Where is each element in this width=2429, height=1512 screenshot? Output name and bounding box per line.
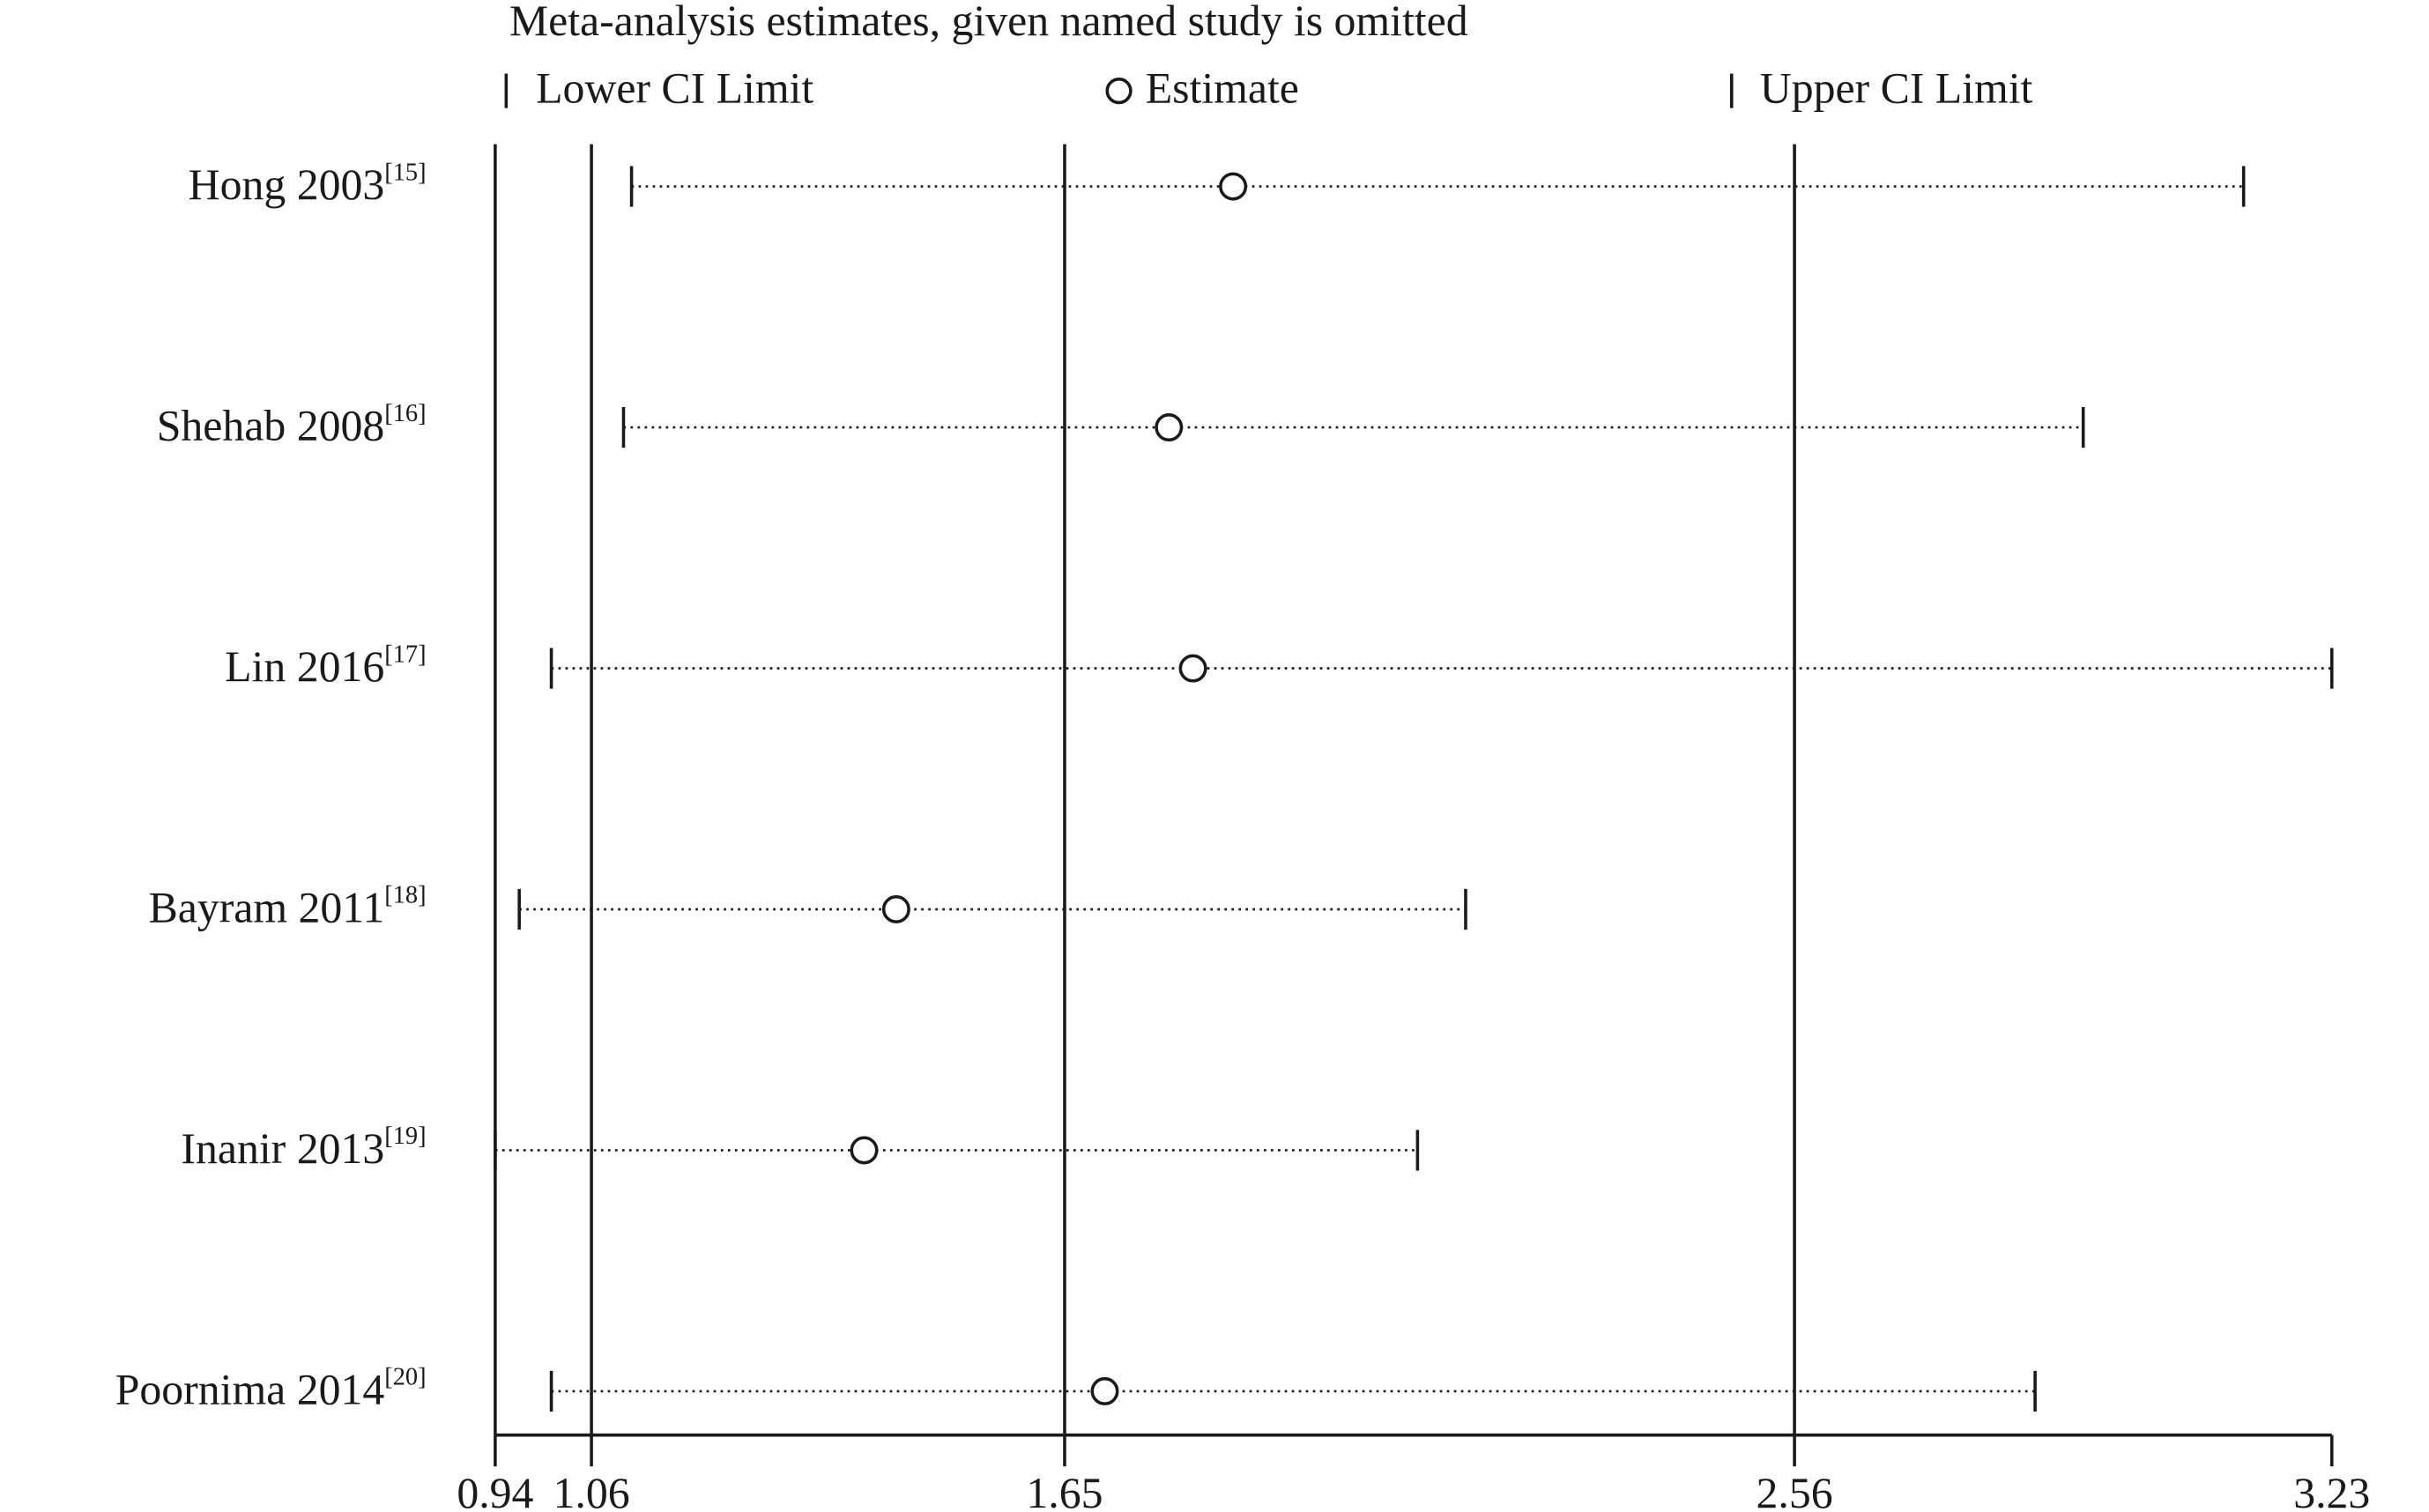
x-tick-label: 2.56	[1757, 1469, 1833, 1512]
estimate	[1219, 172, 1248, 201]
estimate	[1155, 413, 1184, 442]
study-name: Inanir 2013	[181, 1124, 384, 1173]
legend-label: Estimate	[1146, 63, 1299, 112]
study-reference: [20]	[384, 1363, 426, 1390]
x-tick-label: 3.23	[2293, 1469, 2370, 1512]
study-label: Inanir 2013[19]	[181, 1123, 426, 1174]
study-label: Hong 2003[15]	[189, 159, 427, 210]
estimate	[1090, 1376, 1119, 1405]
legend-label: Lower CI Limit	[536, 63, 813, 112]
study-label: Bayram 2011[18]	[149, 881, 427, 932]
study-reference: [18]	[384, 881, 426, 908]
study-label: Shehab 2008[16]	[157, 399, 427, 450]
legend-estimate-marker	[1105, 78, 1133, 105]
study-reference: [17]	[384, 641, 426, 668]
study-label: Lin 2016[17]	[225, 641, 426, 692]
study-name: Lin 2016	[225, 642, 384, 691]
legend-label: Upper CI Limit	[1760, 63, 2033, 112]
study-name: Bayram 2011	[149, 884, 385, 932]
estimate	[881, 894, 910, 923]
study-name: Shehab 2008	[157, 402, 384, 450]
x-tick-label: 0.94	[457, 1469, 533, 1512]
study-label: Poornima 2014[20]	[115, 1363, 427, 1414]
x-tick-label: 1.06	[553, 1469, 630, 1512]
estimate	[1178, 654, 1207, 683]
study-reference: [19]	[384, 1123, 426, 1150]
study-reference: [15]	[384, 159, 426, 186]
x-tick-label: 1.65	[1026, 1469, 1103, 1512]
chart-title: Meta-analysis estimates, given named stu…	[509, 0, 1468, 45]
study-name: Hong 2003	[189, 161, 385, 210]
study-name: Poornima 2014	[115, 1366, 385, 1414]
study-reference: [16]	[384, 399, 426, 426]
estimate	[850, 1136, 879, 1165]
